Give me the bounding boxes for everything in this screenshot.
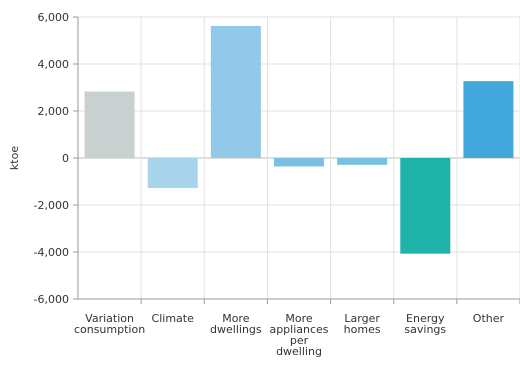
x-tick-label-line: Other <box>473 312 505 325</box>
x-tick-label-line: Climate <box>152 312 195 325</box>
x-tick-label-line: homes <box>344 323 381 336</box>
x-tick-label-line: appliances <box>269 323 328 336</box>
y-tick-label: 2,000 <box>38 105 70 118</box>
x-tick-label-line: dwelling <box>276 345 322 358</box>
x-tick-label-line: consumption <box>74 323 145 336</box>
bar[interactable] <box>147 158 198 189</box>
x-tick-label: More appliances per dwelling <box>269 312 328 358</box>
y-tick-label: 6,000 <box>38 11 70 24</box>
x-tick-label: Energy savings <box>404 312 446 336</box>
x-tick-label-line: dwellings <box>210 323 262 336</box>
y-axis-title: ktoe <box>8 146 21 170</box>
x-tick-label: More dwellings <box>210 312 262 336</box>
y-tick-label: 4,000 <box>38 58 70 71</box>
bar[interactable] <box>337 158 388 165</box>
grid-layer <box>78 16 520 300</box>
x-tick-label-line: Larger <box>344 312 380 325</box>
bar[interactable] <box>274 158 324 167</box>
axis-layer <box>73 16 520 304</box>
x-tick-label: Larger homes <box>344 312 381 336</box>
x-tick-label: Climate <box>152 312 195 325</box>
bar[interactable] <box>463 81 514 158</box>
x-tick-label-line: savings <box>404 323 446 336</box>
x-tick-label-line: More <box>285 312 313 325</box>
bars-layer <box>84 25 514 254</box>
x-tick-label: Other <box>473 312 505 325</box>
y-tick-label: 0 <box>62 152 69 165</box>
x-tick-label-line: Energy <box>406 312 445 325</box>
x-tick-label: Variation consumption <box>74 312 145 336</box>
x-tick-label-line: per <box>290 334 309 347</box>
x-tick-label-line: Variation <box>85 312 134 325</box>
bar[interactable] <box>210 25 261 159</box>
labels-layer: -6,000 -4,000 -2,000 0 2,000 4,000 6,000 Variat… <box>34 11 505 358</box>
x-tick-label-line: More <box>222 312 250 325</box>
y-tick-label: -2,000 <box>34 199 69 212</box>
bar[interactable] <box>84 91 135 158</box>
y-tick-label: -4,000 <box>34 246 69 259</box>
y-tick-label: -6,000 <box>34 293 69 306</box>
bar[interactable] <box>400 158 451 254</box>
